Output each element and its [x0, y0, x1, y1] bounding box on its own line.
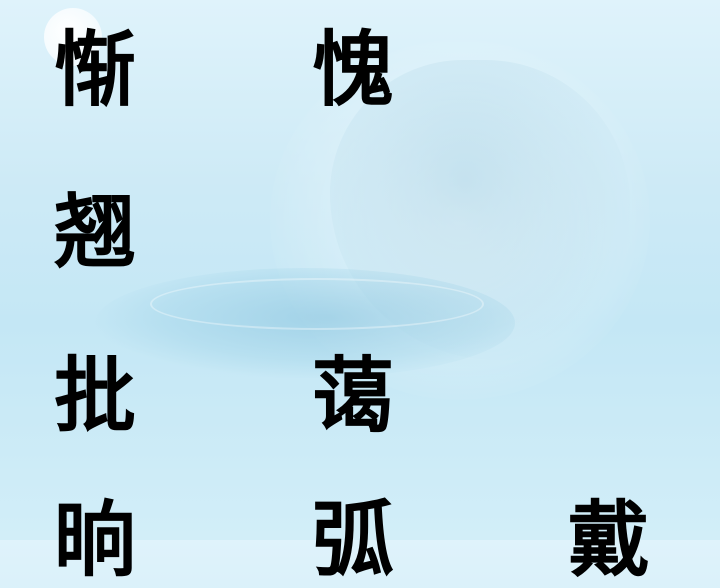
vocab-character-3: 翘 [54, 185, 137, 280]
vocab-character-7: 弧 [312, 493, 395, 588]
vocab-character-8: 戴 [568, 493, 651, 588]
vocab-character-4: 批 [54, 349, 137, 444]
vocab-character-6: 晌 [54, 493, 137, 588]
background-bowl-shape [95, 268, 515, 378]
vocab-character-2: 愧 [312, 23, 395, 118]
vocab-character-5: 蔼 [312, 349, 395, 444]
corner-decoration-circle [44, 8, 102, 66]
background-bowl-rim [150, 278, 484, 330]
vocab-character-1: 惭 [54, 23, 137, 118]
